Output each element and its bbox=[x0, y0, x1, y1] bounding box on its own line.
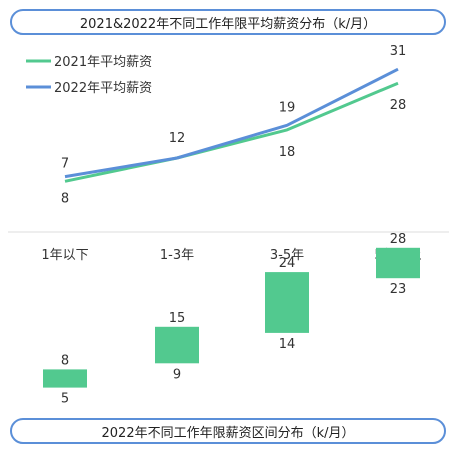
data-label-2022: 31 bbox=[390, 44, 407, 59]
range-bar bbox=[155, 326, 199, 364]
data-label-2021: 28 bbox=[390, 98, 407, 113]
range-chart-title: 2022年不同工作年限薪资区间分布（k/月） bbox=[10, 418, 446, 444]
range-low-label: 9 bbox=[173, 367, 181, 382]
category-label: 1年以下 bbox=[41, 248, 88, 263]
data-label-2022: 8 bbox=[61, 192, 69, 207]
range-high-label: 8 bbox=[61, 353, 69, 368]
range-bar bbox=[43, 369, 87, 388]
line-chart-title: 2021&2022年不同工作年限平均薪资分布（k/月） bbox=[10, 9, 446, 35]
data-label-2021: 18 bbox=[279, 145, 296, 160]
series-line-2021 bbox=[64, 81, 399, 183]
legend-label-2022: 2022年平均薪资 bbox=[54, 81, 152, 96]
range-high-label: 24 bbox=[279, 256, 296, 271]
series-line-2022 bbox=[64, 67, 399, 179]
range-bar bbox=[265, 272, 309, 333]
category-label: 1-3年 bbox=[160, 248, 194, 263]
category-label: 3-5年 bbox=[270, 248, 304, 263]
line-chart: 7 12 18 28 8 19 31 bbox=[61, 44, 406, 206]
range-low-label: 23 bbox=[390, 282, 407, 297]
data-label-2021: 7 bbox=[61, 156, 69, 171]
legend: 2021年平均薪资 2022年平均薪资 bbox=[26, 55, 152, 96]
range-chart: 8 5 15 9 24 14 28 23 bbox=[43, 232, 420, 407]
legend-label-2021: 2021年平均薪资 bbox=[54, 55, 152, 70]
range-low-label: 5 bbox=[61, 392, 69, 407]
range-bar bbox=[376, 247, 420, 279]
data-label-2021: 12 bbox=[169, 131, 186, 146]
range-high-label: 28 bbox=[390, 232, 407, 247]
data-label-2022: 19 bbox=[279, 100, 296, 115]
range-low-label: 14 bbox=[279, 337, 296, 352]
range-high-label: 15 bbox=[169, 311, 186, 326]
